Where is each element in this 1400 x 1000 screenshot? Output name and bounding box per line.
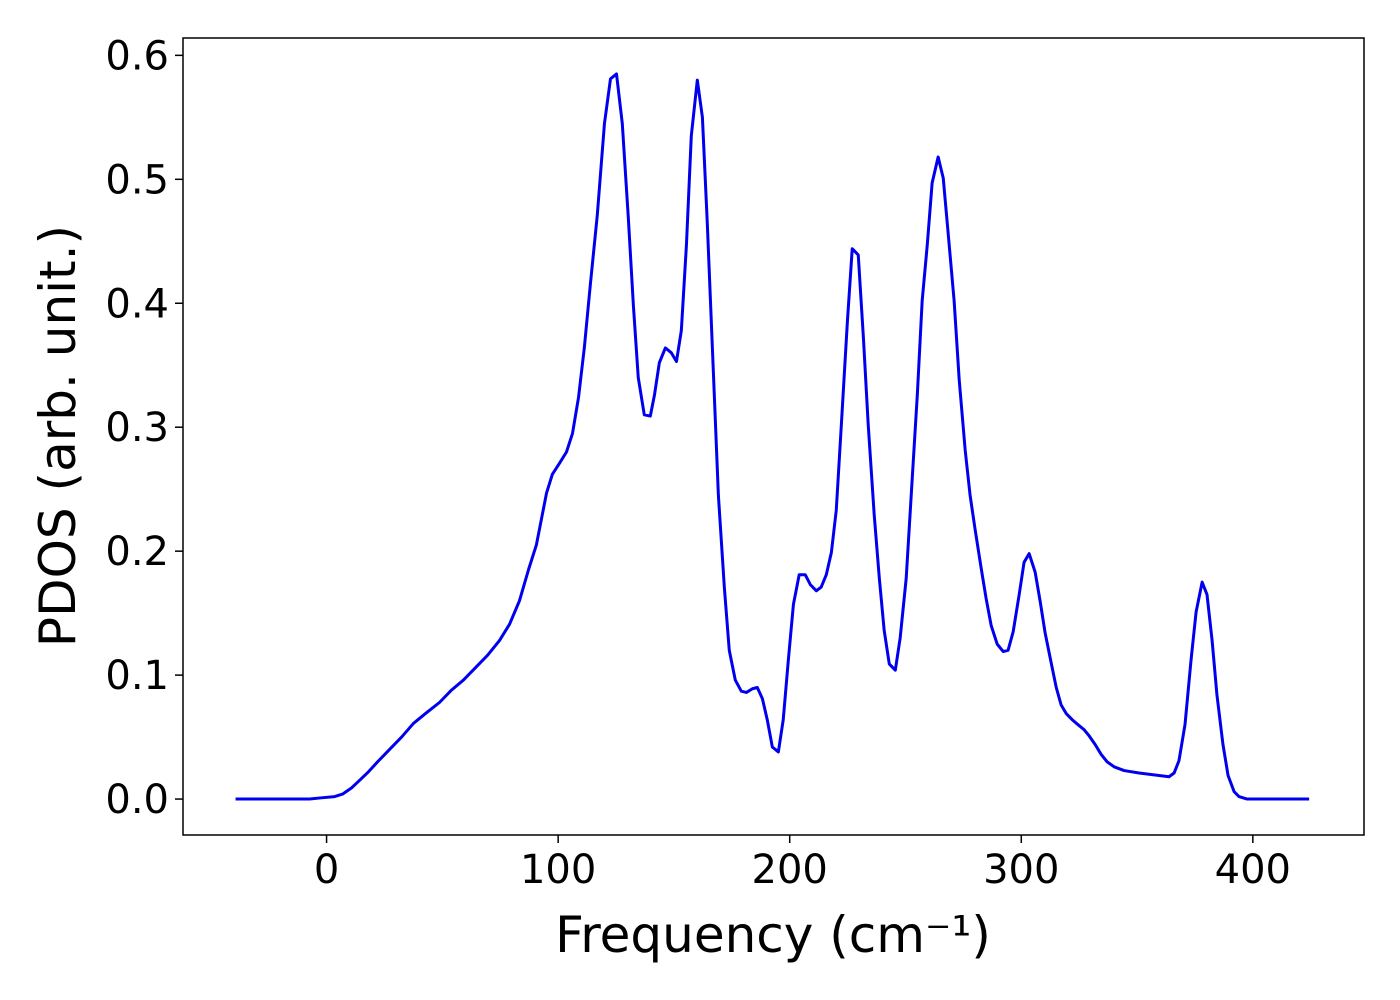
plot-frame bbox=[182, 37, 1365, 836]
y-tick-label: 0.2 bbox=[105, 529, 169, 575]
x-tick-label: 0 bbox=[314, 847, 339, 893]
y-axis-label: PDOS (arb. unit.) bbox=[29, 225, 87, 647]
x-tick-label: 300 bbox=[983, 847, 1059, 893]
y-tick-label: 0.1 bbox=[105, 653, 169, 699]
y-tick-label: 0.3 bbox=[105, 405, 169, 451]
x-tick-label: 400 bbox=[1215, 847, 1291, 893]
x-tick-label: 100 bbox=[520, 847, 596, 893]
x-axis-label: Frequency (cm⁻¹) bbox=[555, 906, 991, 964]
y-tick-label: 0.6 bbox=[105, 33, 169, 79]
y-tick-label: 0.5 bbox=[105, 157, 169, 203]
y-tick-label: 0.0 bbox=[105, 777, 169, 823]
line-series bbox=[235, 72, 1310, 801]
y-tick-label: 0.4 bbox=[105, 281, 169, 327]
x-tick-label: 200 bbox=[752, 847, 828, 893]
